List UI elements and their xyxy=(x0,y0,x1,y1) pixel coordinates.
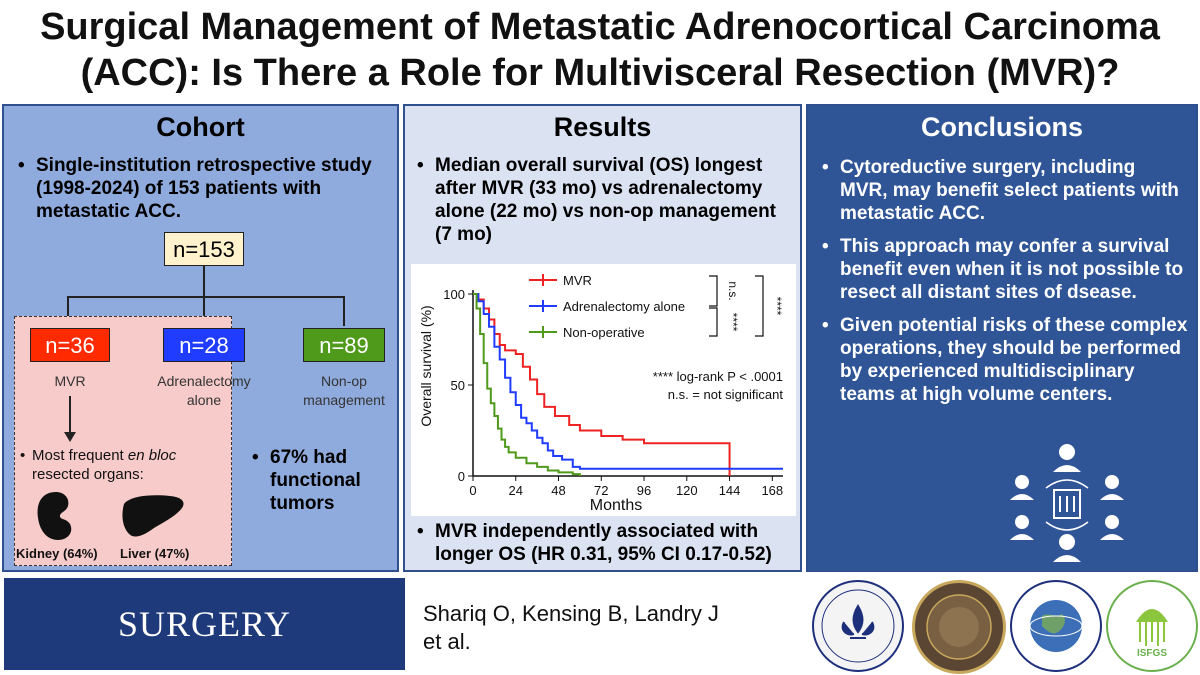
annotation-ns: n.s. = not significant xyxy=(668,387,784,402)
globe-icon xyxy=(1029,600,1083,652)
group-box-adrenalectomy: n=28 xyxy=(163,328,245,362)
y-tick-label: 100 xyxy=(443,287,465,302)
km-curve-mvr xyxy=(473,293,731,476)
connector xyxy=(343,296,345,326)
fleur-de-lis-icon xyxy=(821,589,895,663)
connector xyxy=(67,296,69,326)
results-heading: Results xyxy=(553,112,652,142)
functional-bullet: 67% had functional tumors xyxy=(248,446,388,515)
journal-name: SURGERY xyxy=(117,604,292,644)
organs-caption: • Most frequent en bloc resected organs: xyxy=(20,447,177,483)
results-bullet-1: Median overall survival (OS) longest aft… xyxy=(413,154,798,246)
x-tick-label: 0 xyxy=(469,483,476,498)
connector xyxy=(67,296,344,298)
x-tick-label: 168 xyxy=(761,483,783,498)
kidney-icon xyxy=(37,492,73,540)
x-tick-label: 24 xyxy=(509,483,523,498)
legend-label-mvr: MVR xyxy=(563,273,592,288)
legend-label-adrenalectomy: Adrenalectomy alone xyxy=(563,299,685,314)
authors-line-1: Shariq O, Kensing B, Landry J xyxy=(423,601,719,626)
kidney-label: Kidney (64%) xyxy=(16,546,98,561)
connector xyxy=(203,296,205,326)
logo-central-surgical-association xyxy=(912,580,1006,674)
x-tick-label: 144 xyxy=(719,483,741,498)
sig-label-adrenal-nonop: **** xyxy=(726,313,740,332)
conclusion-bullet-1: Cytoreductive surgery, including MVR, ma… xyxy=(818,156,1188,225)
logo-society-university-surgeons xyxy=(812,580,904,672)
journal-banner: SURGERY xyxy=(4,578,405,670)
group-label-nonop: Non-op management xyxy=(303,373,385,408)
km-survival-chart: 0 24 48 72 96 120 144 168 0 50 100 Overall surviva… xyxy=(411,264,796,516)
title-line-1: Surgical Management of Metastatic Adreno… xyxy=(40,6,1160,48)
bracket-mvr-vs-nonop xyxy=(755,275,764,337)
conclusion-bullet-3: Given potential risks of these complex o… xyxy=(818,314,1188,406)
bracket-mvr-vs-adrenalectomy xyxy=(709,275,718,307)
connector xyxy=(203,266,205,296)
sig-label-ns: n.s. xyxy=(726,281,740,300)
team-network-icon xyxy=(1010,444,1124,562)
authors-line-2: et al. xyxy=(423,629,471,654)
isfgs-label: ISFGS xyxy=(1136,648,1167,659)
conclusions-panel: Conclusions Cytoreductive surgery, inclu… xyxy=(806,104,1198,572)
results-panel: Results Median overall survival (OS) lon… xyxy=(403,104,802,572)
arrow-head-icon xyxy=(64,432,76,442)
annotation-logrank: **** log-rank P < .0001 xyxy=(653,369,783,384)
km-curve-adrenalectomy-alone xyxy=(473,293,783,470)
results-bullet-2: MVR independently associated with longer… xyxy=(413,520,798,566)
x-tick-label: 48 xyxy=(551,483,565,498)
x-axis-label: Months xyxy=(590,497,642,514)
group-box-mvr: n=36 xyxy=(30,328,110,362)
legend-label-nonop: Non-operative xyxy=(563,325,645,340)
sig-label-mvr-nonop: **** xyxy=(770,297,784,316)
total-box: n=153 xyxy=(164,232,244,266)
liver-label: Liver (47%) xyxy=(120,546,190,561)
conclusion-bullet-2: This approach may confer a survival bene… xyxy=(818,235,1188,304)
y-axis-label: Overall survival (%) xyxy=(418,305,434,426)
authors: Shariq O, Kensing B, Landry J et al. xyxy=(423,600,783,656)
seal-icon xyxy=(926,594,992,660)
y-tick-label: 0 xyxy=(458,469,465,484)
logo-isfgs: ISFGS xyxy=(1106,580,1198,672)
x-tick-label: 96 xyxy=(637,483,651,498)
km-curve-non-operative xyxy=(473,293,581,476)
group-label-adrenalectomy: Adrenalectomy alone xyxy=(157,373,251,408)
group-box-nonop: n=89 xyxy=(303,328,385,362)
logo-aaes xyxy=(1010,580,1102,672)
legend: MVR Adrenalectomy alone Non-operative xyxy=(529,273,685,340)
y-tick-label: 50 xyxy=(451,378,465,393)
jellyfish-icon xyxy=(1136,609,1168,646)
x-tick-label: 72 xyxy=(594,483,608,498)
cohort-panel: Cohort Single-institution retrospective … xyxy=(2,104,399,572)
arrow-shaft xyxy=(69,396,71,434)
significance-brackets xyxy=(709,275,764,337)
liver-icon xyxy=(122,495,184,537)
group-label-mvr: MVR xyxy=(54,373,86,389)
bracket-adrenalectomy-vs-nonop xyxy=(709,307,718,337)
poster-title: Surgical Management of Metastatic Adreno… xyxy=(0,0,1200,100)
cohort-bullet: Single-institution retrospective study (… xyxy=(14,154,384,223)
x-tick-label: 120 xyxy=(676,483,698,498)
conclusions-heading: Conclusions xyxy=(920,112,1083,142)
title-line-2: (ACC): Is There a Role for Multivisceral… xyxy=(80,52,1120,94)
cohort-heading: Cohort xyxy=(156,112,245,142)
